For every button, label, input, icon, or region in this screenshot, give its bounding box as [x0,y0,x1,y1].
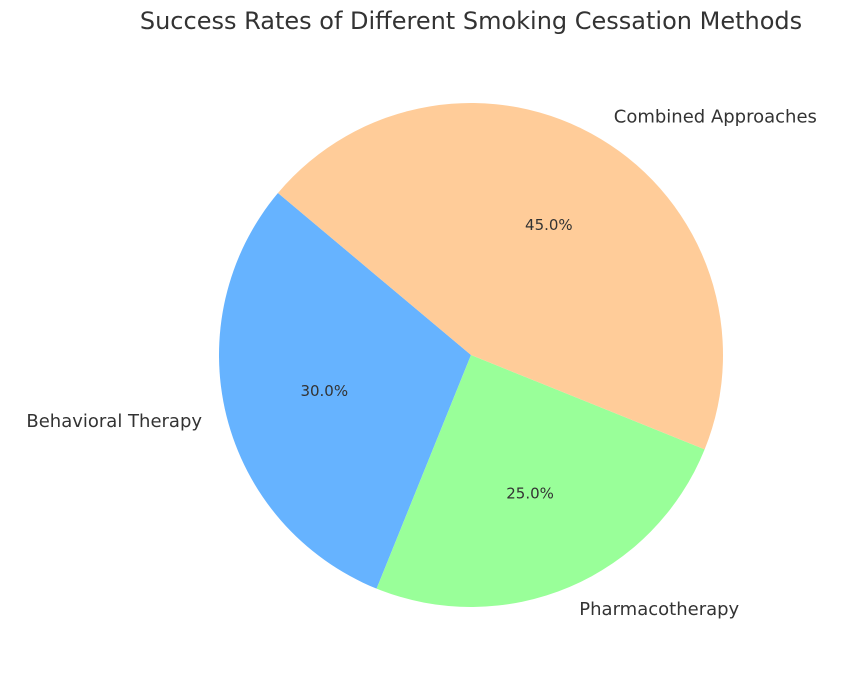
slice-label: Combined Approaches [614,106,817,127]
chart-title: Success Rates of Different Smoking Cessa… [140,7,802,35]
value-label: 25.0% [506,485,554,503]
slice-label: Pharmacotherapy [579,599,739,620]
pie-slice [218,193,471,589]
slice-label: Behavioral Therapy [26,411,202,432]
value-label: 45.0% [525,216,573,234]
pie-slice [376,355,705,607]
pie-slice [277,102,723,450]
value-label: 30.0% [300,382,348,400]
